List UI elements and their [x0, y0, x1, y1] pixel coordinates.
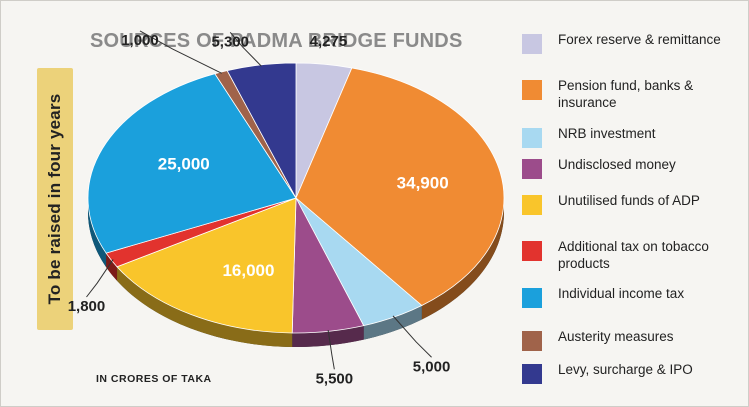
- slice-value-label: 5,300: [211, 33, 249, 50]
- legend-label: Unutilised funds of ADP: [558, 193, 700, 208]
- pie-slices: [87, 62, 505, 334]
- slice-value-label: 5,500: [316, 370, 354, 387]
- legend-swatch: [522, 34, 542, 54]
- legend-swatch: [522, 159, 542, 179]
- pie-chart: 4,275 34,900 5,000 5,500 16,000 1,800 25,000 1,…: [68, 30, 505, 387]
- pie-slice-side: [117, 266, 293, 347]
- legend-swatch: [522, 241, 542, 261]
- units-footnote: IN CRORES OF TAKA: [96, 373, 212, 385]
- leader-line: [86, 259, 114, 298]
- pie-slice-side: [292, 325, 364, 347]
- slice-value-label: 16,000: [222, 261, 274, 280]
- pie-slice: [116, 197, 297, 334]
- slice-value-label: 4,275: [310, 33, 348, 50]
- legend-label: NRB investment: [558, 126, 656, 141]
- legend-swatch: [522, 80, 542, 100]
- legend-swatch: [522, 128, 542, 148]
- legend-swatch: [522, 195, 542, 215]
- legend-label: Undisclosed money: [558, 157, 676, 172]
- pie-slice-side: [106, 253, 118, 281]
- legend-label: Levy, surcharge & IPO: [558, 362, 693, 377]
- legend-swatch: [522, 331, 542, 351]
- pie-slice: [226, 62, 297, 199]
- pie-slice-side: [363, 305, 422, 340]
- leader-line: [327, 329, 335, 370]
- pie-slice-side: [421, 198, 504, 320]
- slice-value-label: 5,000: [413, 358, 451, 375]
- slice-value-label: 1,800: [68, 298, 106, 315]
- slice-value-label: 1,000: [121, 32, 159, 49]
- side-band: [37, 68, 73, 330]
- leader-line: [392, 315, 432, 358]
- legend-swatch: [522, 288, 542, 308]
- pie-depth: [88, 198, 504, 347]
- pie-slice: [295, 67, 505, 306]
- legend-label: Pension fund, banks & insurance: [558, 78, 694, 110]
- legend-label: Additional tax on tobacco products: [558, 239, 709, 271]
- leader-line: [229, 31, 262, 67]
- slice-value-label: 25,000: [158, 154, 210, 173]
- slice-value-label: 34,900: [397, 173, 449, 192]
- leader-line: [139, 30, 222, 74]
- pie-slice-side: [88, 198, 107, 268]
- legend-swatch: [522, 364, 542, 384]
- chart-title: SOURCES OF PADMA BRIDGE FUNDS: [90, 30, 463, 52]
- legend-label: Forex reserve & remittance: [558, 32, 721, 47]
- pie-labels: 4,275 34,900 5,000 5,500 16,000 1,800 25,000 1,…: [68, 30, 451, 387]
- legend-label: Austerity measures: [558, 329, 674, 344]
- legend-label: Individual income tax: [558, 286, 685, 301]
